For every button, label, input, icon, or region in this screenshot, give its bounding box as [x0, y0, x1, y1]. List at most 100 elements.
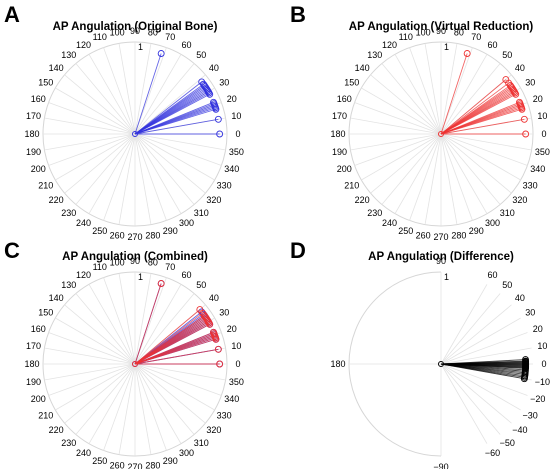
angle-tick-label: 150 — [38, 78, 53, 88]
polar-spoke — [64, 133, 136, 194]
angle-tick-label: 150 — [38, 308, 53, 318]
angle-tick-label: 70 — [165, 262, 175, 272]
polar-spoke — [440, 284, 488, 365]
angle-tick-label: 100 — [110, 258, 125, 268]
vector-line — [134, 348, 219, 365]
angle-tick-label: 0 — [541, 359, 546, 369]
angle-tick-label: 240 — [76, 218, 91, 228]
angle-tick-label: 250 — [398, 226, 413, 236]
polar-spoke — [440, 363, 512, 424]
angle-tick-label: 60 — [181, 40, 191, 50]
angle-tick-label: −40 — [512, 425, 527, 435]
angle-tick-label: 320 — [512, 195, 527, 205]
chart-title: AP Angulation (Original Bone) — [53, 21, 218, 33]
polar-spoke — [134, 293, 195, 365]
vector-tip-marker — [214, 115, 222, 123]
polar-spoke — [134, 133, 167, 221]
angle-tick-label: 60 — [181, 270, 191, 280]
angle-tick-label: 20 — [533, 94, 543, 104]
polar-spoke — [44, 363, 136, 381]
polar-spoke — [118, 363, 136, 455]
polar-spoke — [424, 133, 442, 225]
vector-line — [134, 108, 217, 135]
polar-spoke — [48, 133, 136, 166]
polar-spoke — [134, 47, 167, 135]
angle-tick-label: 300 — [179, 218, 194, 228]
angle-tick-label: 230 — [61, 438, 76, 448]
polar-spoke — [381, 63, 442, 135]
polar-spoke — [350, 133, 442, 151]
angle-tick-label: 350 — [229, 147, 244, 157]
angle-tick-label: 160 — [31, 324, 46, 334]
polar-spoke — [440, 363, 501, 435]
polar-spoke — [440, 363, 528, 396]
angle-tick-label: 90 — [436, 26, 446, 36]
polar-spoke — [440, 332, 528, 365]
angle-tick-label: 160 — [337, 94, 352, 104]
angle-tick-label: 260 — [110, 230, 125, 240]
angle-tick-label: 0 — [235, 359, 240, 369]
origin-marker — [438, 361, 444, 367]
vector-line — [440, 82, 509, 135]
angle-tick-label: 230 — [61, 208, 76, 218]
angle-tick-label: 340 — [224, 394, 239, 404]
angle-tick-label: 160 — [31, 94, 46, 104]
polar-spoke — [55, 87, 136, 135]
vector-line — [134, 283, 162, 365]
angle-tick-label: 20 — [533, 324, 543, 334]
angle-tick-label: −20 — [530, 394, 545, 404]
polar-spoke — [64, 304, 136, 365]
polar-spoke — [440, 133, 488, 214]
angle-tick-label: 40 — [515, 63, 525, 73]
angle-tick-label: 220 — [49, 195, 64, 205]
angle-tick-label: 250 — [92, 456, 107, 466]
vector-line — [134, 338, 217, 365]
polar-spoke — [134, 363, 215, 411]
angle-tick-label: 80 — [148, 258, 158, 268]
polar-spoke — [440, 293, 501, 365]
angle-tick-label: 200 — [31, 164, 46, 174]
vector-tip-marker — [157, 280, 165, 287]
angle-tick-label: 10 — [537, 341, 547, 351]
radial-tick-label: 1 — [138, 42, 143, 52]
angle-tick-label: 200 — [337, 164, 352, 174]
vector-tip-marker — [205, 89, 213, 97]
angle-tick-label: 210 — [38, 181, 53, 191]
polar-spoke — [134, 74, 206, 135]
vector-line — [134, 53, 162, 135]
angle-tick-label: 50 — [502, 280, 512, 290]
polar-spoke — [440, 133, 532, 151]
angle-tick-label: 330 — [523, 181, 538, 191]
polar-spoke — [55, 133, 136, 181]
angle-tick-label: 50 — [196, 280, 206, 290]
vector-line — [440, 93, 516, 135]
polar-spoke — [440, 63, 501, 135]
angle-tick-label: −10 — [535, 377, 550, 387]
angle-tick-label: 20 — [227, 324, 237, 334]
angle-tick-label: 180 — [24, 129, 39, 139]
polar-spoke — [354, 133, 442, 166]
angle-tick-label: 300 — [485, 218, 500, 228]
angle-tick-label: 120 — [76, 40, 91, 50]
angle-tick-label: −60 — [485, 448, 500, 458]
angle-tick-label: 10 — [537, 111, 547, 121]
polar-spoke — [440, 133, 501, 205]
vector-tip-marker — [522, 130, 530, 138]
angle-tick-label: 80 — [148, 28, 158, 38]
vector-tip-marker — [520, 115, 528, 123]
vector-tip-marker — [216, 130, 224, 138]
radial-tick-label: 1 — [444, 272, 449, 282]
polar-spoke — [48, 332, 136, 365]
angle-tick-label: 340 — [224, 164, 239, 174]
vector-tip-marker — [212, 105, 220, 113]
angle-tick-label: 320 — [206, 425, 221, 435]
polar-spoke — [370, 133, 442, 194]
polar-spoke — [361, 133, 442, 181]
angle-tick-label: 220 — [355, 195, 370, 205]
chart-title: AP Angulation (Virtual Reduction) — [349, 21, 534, 33]
polar-spoke — [103, 47, 136, 135]
vector-line — [134, 323, 210, 365]
polar-spoke — [118, 273, 136, 365]
